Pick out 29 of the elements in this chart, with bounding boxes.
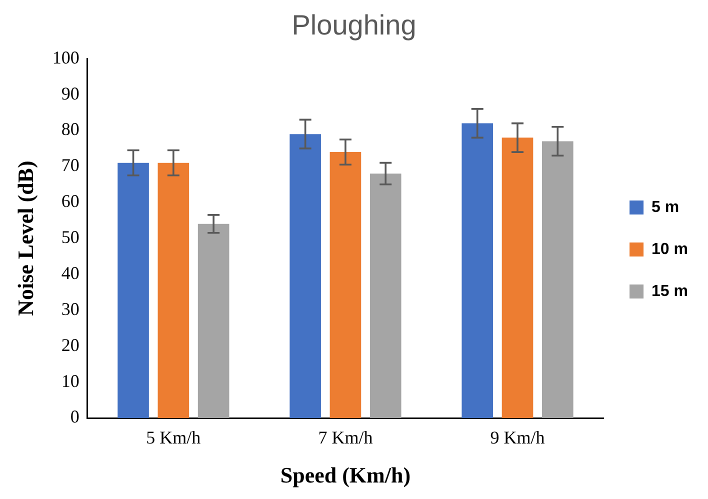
x-tick-label: 5 Km/h (146, 428, 201, 448)
y-tick-label: 0 (70, 406, 80, 427)
chart-title: Ploughing (292, 10, 416, 41)
bar (198, 224, 230, 418)
legend-label: 10 m (652, 240, 688, 258)
x-axis-title: Speed (Km/h) (280, 462, 411, 488)
bar (462, 123, 494, 418)
legend-label: 5 m (652, 198, 680, 216)
y-tick-label: 60 (61, 191, 80, 212)
y-tick-label: 10 (61, 370, 80, 391)
y-tick-label: 20 (61, 334, 80, 355)
y-tick-label: 70 (61, 155, 80, 176)
bar (290, 134, 321, 418)
bar (502, 138, 534, 418)
bar (542, 141, 574, 418)
x-tick-label: 9 Km/h (490, 428, 545, 448)
bar (118, 162, 149, 418)
legend-label: 15 m (652, 282, 688, 300)
bar (158, 162, 190, 418)
y-tick-label: 40 (61, 262, 80, 283)
y-tick-label: 50 (61, 227, 80, 248)
y-tick-label: 30 (61, 298, 80, 319)
y-tick-label: 90 (61, 83, 80, 104)
y-axis-title: Noise Level (dB) (12, 160, 38, 316)
bar (330, 152, 362, 418)
y-tick-label: 80 (61, 119, 80, 140)
x-tick-label: 7 Km/h (318, 428, 373, 448)
bar (370, 174, 402, 418)
y-tick-label: 100 (52, 47, 80, 68)
